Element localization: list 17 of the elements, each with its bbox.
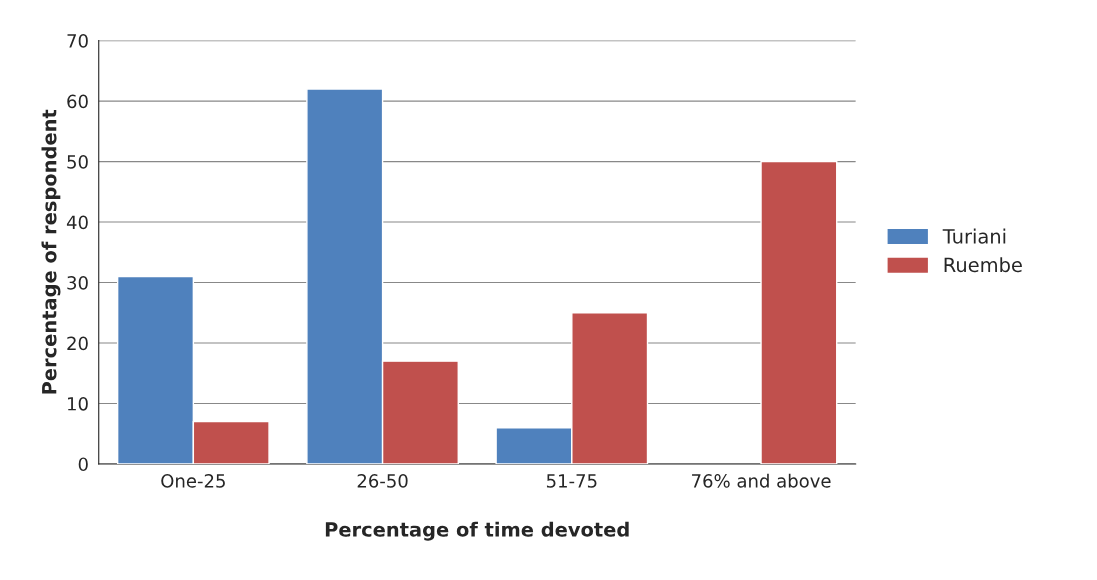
y-tick-label: 60 [67,94,88,109]
x-tick-label: 26-50 [357,474,408,488]
x-tick-label: One-25 [161,474,225,488]
legend-label: Turiani [942,228,1006,244]
y-tick-label: 40 [66,215,88,230]
y-tick-label: 30 [67,276,88,290]
y-tick-label: 20 [67,336,88,351]
y-tick-label: 50 [67,155,88,169]
y-tick-label: 0 [78,457,88,472]
x-tick-label: 76% and above [692,473,831,488]
x-tick-label: 51-75 [546,474,597,488]
y-axis-title: Percentage of respondent [41,109,61,394]
y-tick-label: 70 [67,34,88,48]
x-axis-title: Percentage of time devoted [325,521,629,541]
y-tick-label: 10 [68,396,88,411]
bar [760,160,838,464]
legend-label: Ruembe [944,257,1022,273]
